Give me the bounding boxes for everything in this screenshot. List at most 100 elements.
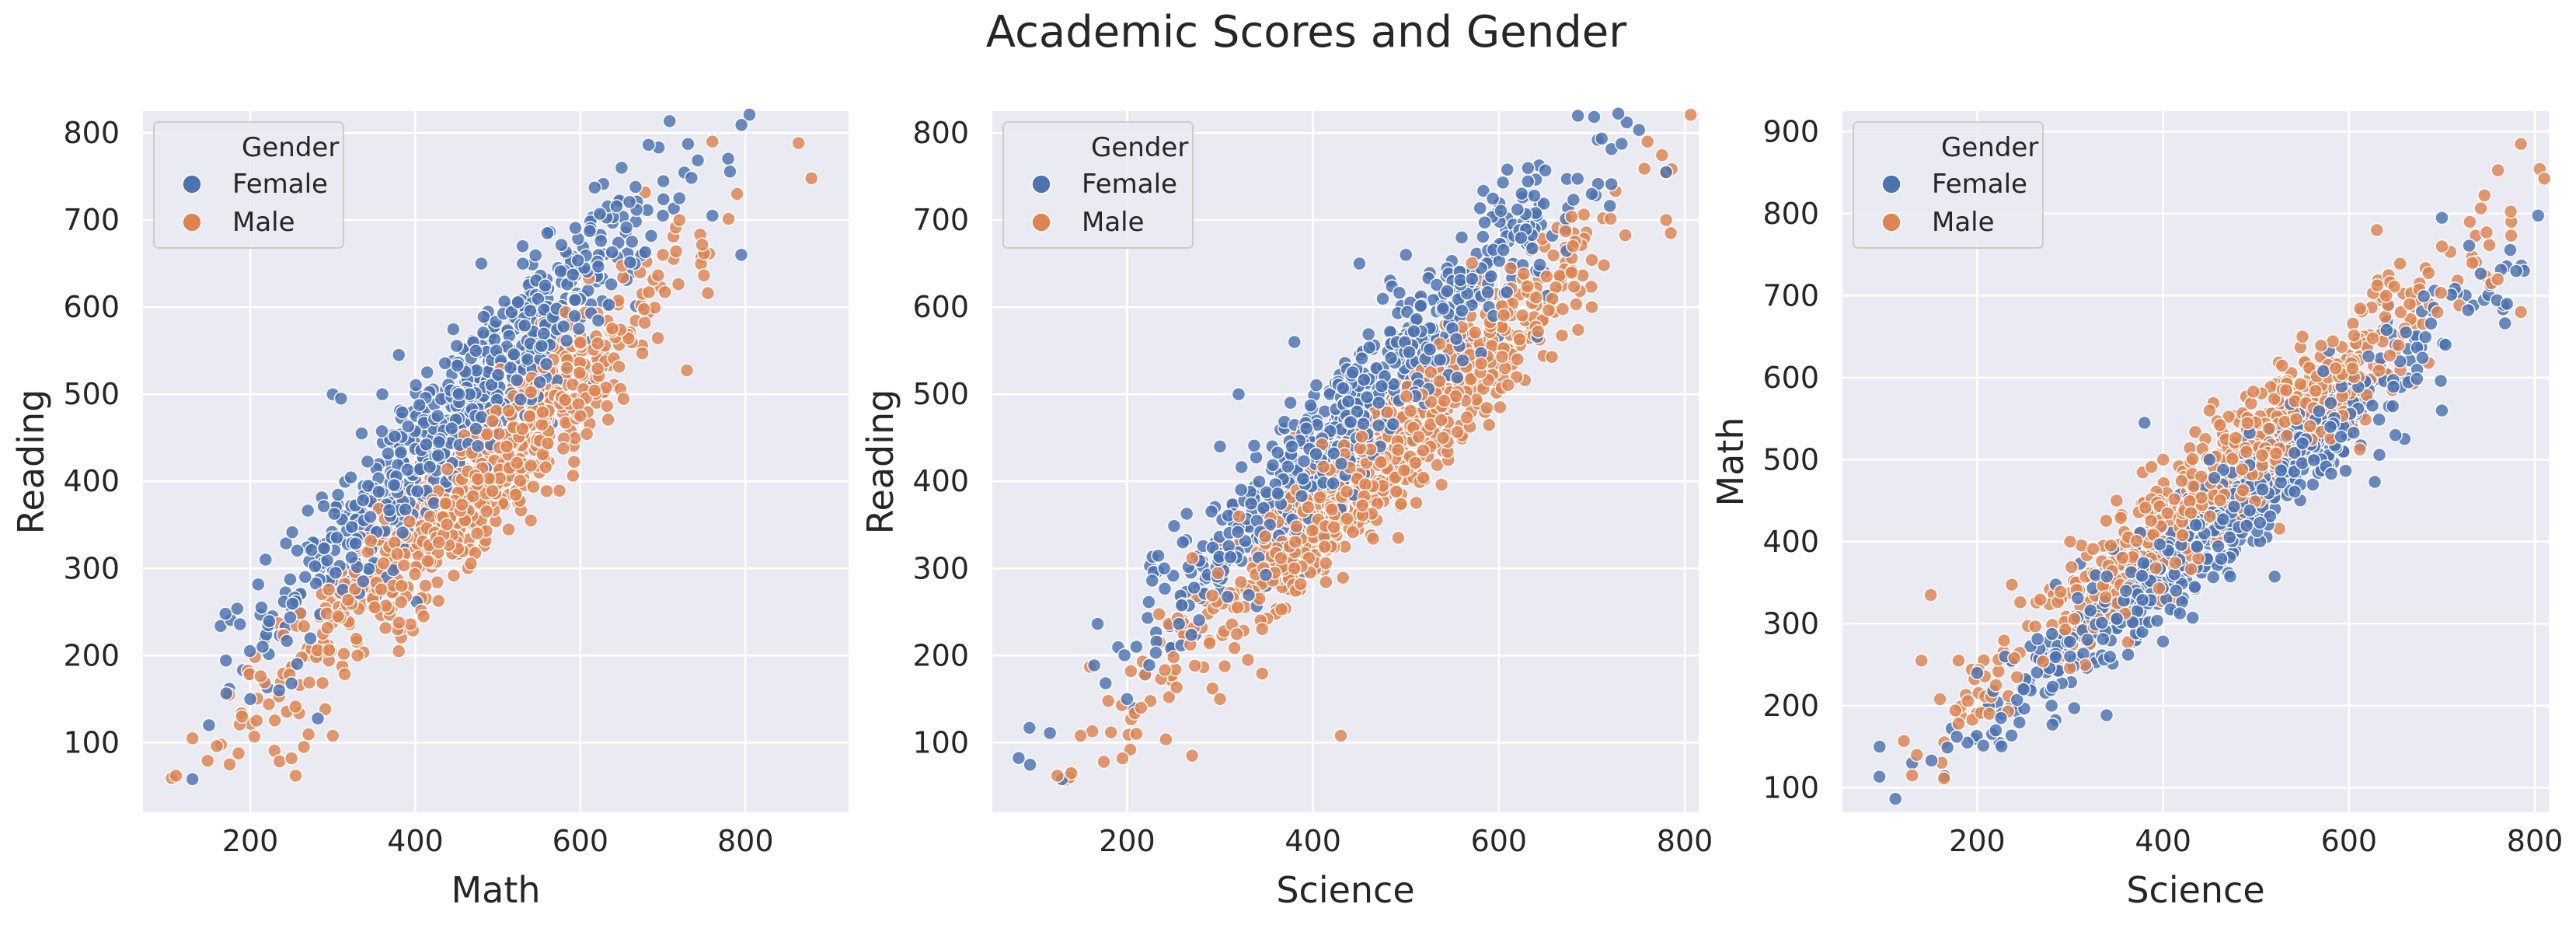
point-female [1888,791,1903,807]
point-male [1409,495,1424,511]
point-male [350,648,365,663]
point-male [2152,581,2166,596]
y-tick-label: 300 [63,551,120,585]
legend-label-female: Female [232,169,328,200]
point-female [2188,518,2204,532]
y-tick-label: 200 [63,638,120,672]
point-male [1567,279,1581,295]
point-female [1994,738,2010,754]
point-male [185,731,200,746]
point-female [2222,530,2237,545]
point-female [420,365,434,380]
point-male [364,533,378,549]
point-female [539,357,554,372]
point-male [247,729,262,744]
point-female [1594,131,1609,146]
point-male [1103,724,1118,740]
point-female [622,194,637,210]
point-female [232,616,248,632]
point-male [552,483,567,498]
point-female [1413,298,1428,313]
point-female [1480,284,1495,300]
point-male [2352,442,2368,457]
point-female [601,297,616,312]
point-male [573,335,588,350]
point-female [2267,569,2282,585]
point-female [1157,581,1173,596]
point-female [201,717,217,733]
point-male [1565,239,1581,253]
point-female [431,435,447,450]
x-tick-label: 200 [1099,824,1156,858]
point-female [242,692,258,707]
point-female [412,397,427,413]
point-male [721,211,736,226]
point-male [1289,518,1304,534]
point-male [1494,349,1510,365]
point-male [2465,255,2480,271]
point-male [2186,479,2201,494]
point-male [315,675,330,690]
point-male [288,768,303,784]
point-female [2109,611,2125,627]
point-female [360,454,375,469]
point-male [499,439,514,454]
point-female [1361,326,1376,342]
point-male [1683,107,1699,123]
point-male [657,284,672,300]
point-male [637,315,653,330]
point-female [638,245,653,260]
point-male [1233,574,1249,590]
y-tick-label: 100 [912,725,969,759]
point-male [1564,265,1579,280]
point-male [1896,734,1912,749]
point-male [1531,324,1546,339]
point-female [474,256,489,271]
point-male [2168,555,2183,571]
point-male [1288,534,1303,550]
point-male [2482,238,2497,253]
point-male [2308,383,2323,399]
point-male [2035,654,2051,669]
point-female [2460,302,2476,318]
point-male [695,237,709,253]
point-male [1546,248,1561,263]
point-female [2004,728,2019,743]
point-female [503,360,518,375]
point-female [284,675,299,691]
point-male [1411,429,1426,445]
point-male [2064,560,2079,574]
point-male [2433,285,2449,300]
point-male [2302,418,2318,434]
point-male [393,595,409,610]
point-female [2334,429,2348,445]
point-female [2080,632,2095,648]
point-male [301,727,316,742]
point-male [1450,424,1465,440]
point-male [1217,658,1232,674]
point-female [2135,592,2150,608]
point-male [430,593,446,609]
point-male [455,497,469,512]
point-female [1602,198,1618,214]
point-male [1435,430,1451,445]
point-female [343,469,358,485]
point-male [325,728,340,743]
point-male [2288,411,2304,427]
point-male [1187,658,1202,673]
point-female [283,572,298,587]
point-male [1396,463,1412,478]
point-male [2293,376,2308,392]
point-male [485,414,500,428]
point-female [344,550,359,565]
y-tick-label: 100 [63,725,120,759]
y-tick-label: 500 [1762,442,1819,476]
chart-panel-1: 200 400 600 800100200300400500600700800Math… [10,107,849,911]
point-male [522,409,537,424]
point-female [1514,230,1529,246]
point-male [2109,493,2125,508]
point-female [1249,450,1264,465]
point-female [469,344,483,358]
point-female [1520,174,1535,189]
point-female [2473,266,2488,281]
